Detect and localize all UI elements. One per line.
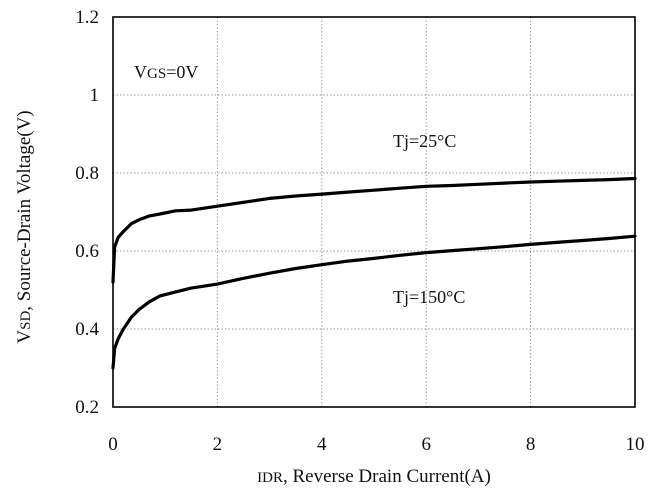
- x-tick-label: 8: [526, 434, 536, 455]
- annotation-tj-150: Tj=150°C: [393, 287, 465, 307]
- annotation-vgs: VGS=0V: [134, 62, 198, 82]
- y-tick-label: 1: [90, 85, 100, 106]
- x-tick-label: 0: [108, 434, 118, 455]
- series-line: [111, 176, 637, 284]
- x-tick-label: 2: [213, 434, 223, 455]
- y-tick-labels: 0.2 0.4 0.6 0.8 1 1.2: [75, 7, 99, 418]
- x-tick-label: 10: [626, 434, 645, 455]
- y-tick-label: 0.4: [75, 319, 99, 340]
- y-tick-label: 0.8: [75, 163, 99, 184]
- annotation-tj-25: Tj=25°C: [393, 131, 456, 151]
- x-tick-label: 4: [317, 434, 327, 455]
- series-lines: [111, 176, 637, 370]
- y-tick-label: 0.2: [75, 397, 99, 418]
- x-tick-labels: 0 2 4 6 8 10: [108, 434, 644, 455]
- y-tick-label: 1.2: [75, 7, 99, 28]
- series-line: [111, 234, 637, 370]
- x-axis-label: IDR, Reverse Drain Current(A): [257, 466, 491, 487]
- x-tick-label: 6: [421, 434, 431, 455]
- y-axis-label: VSD, Source-Drain Voltage(V): [14, 110, 35, 343]
- plot-frame: [112, 16, 636, 408]
- y-tick-label: 0.6: [75, 241, 99, 262]
